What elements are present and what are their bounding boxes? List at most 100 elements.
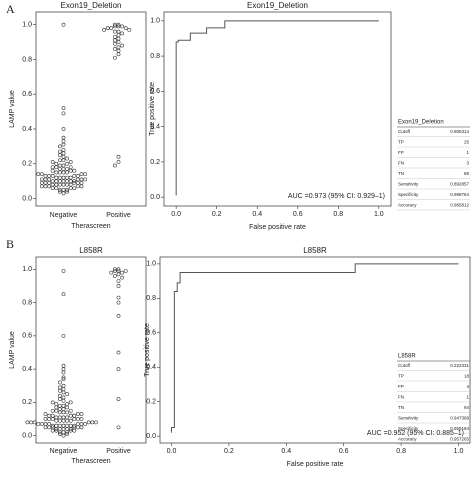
y-tick-label: 0.2 bbox=[22, 399, 32, 406]
data-point bbox=[79, 412, 84, 416]
x-tick-label: 0.2 bbox=[212, 211, 222, 218]
data-point bbox=[58, 410, 62, 415]
data-point bbox=[79, 172, 84, 177]
data-point bbox=[58, 380, 62, 385]
data-point bbox=[65, 189, 70, 194]
data-point bbox=[58, 388, 62, 393]
data-point bbox=[47, 180, 52, 185]
y-tick-label: 0.2 bbox=[22, 161, 32, 168]
data-point bbox=[58, 144, 62, 149]
data-point bbox=[76, 425, 80, 430]
data-point bbox=[113, 41, 117, 46]
data-point bbox=[113, 163, 117, 168]
x-tick-label: Positive bbox=[106, 448, 131, 455]
data-point bbox=[116, 48, 121, 53]
data-point bbox=[54, 402, 59, 406]
data-point bbox=[61, 427, 66, 431]
table-cell: 0.959184 bbox=[450, 426, 469, 431]
data-point bbox=[76, 184, 80, 189]
data-point bbox=[109, 270, 114, 275]
x-axis-label: Therascreen bbox=[71, 223, 110, 230]
data-point bbox=[54, 418, 59, 423]
data-point bbox=[65, 182, 70, 187]
data-point bbox=[50, 179, 55, 184]
data-point bbox=[72, 179, 77, 184]
table-cell: 3 bbox=[466, 161, 469, 166]
data-point bbox=[61, 423, 66, 428]
x-axis-label: Therascreen bbox=[71, 458, 110, 465]
data-point bbox=[116, 154, 121, 159]
data-point bbox=[76, 180, 80, 185]
table-cell: FN bbox=[398, 161, 404, 166]
data-point bbox=[58, 153, 62, 157]
x-tick-label: 0.8 bbox=[333, 211, 343, 218]
x-tick-label: Positive bbox=[106, 212, 131, 219]
plot-frame bbox=[35, 11, 147, 207]
y-tick-label: 0.0 bbox=[146, 433, 156, 440]
data-point bbox=[61, 111, 66, 116]
data-point bbox=[113, 38, 117, 43]
data-point bbox=[116, 279, 121, 283]
y-tick-label: 0.6 bbox=[150, 88, 160, 95]
x-tick-label: Negative bbox=[50, 448, 78, 455]
data-point bbox=[54, 423, 59, 428]
data-point bbox=[68, 165, 73, 170]
data-point bbox=[50, 425, 55, 430]
data-point bbox=[61, 403, 66, 408]
data-point bbox=[61, 418, 66, 423]
y-axis-label: True positive rate bbox=[149, 82, 156, 136]
data-point bbox=[86, 420, 91, 425]
data-point bbox=[58, 182, 62, 187]
data-point bbox=[76, 174, 80, 178]
data-point bbox=[61, 377, 66, 382]
data-point bbox=[116, 267, 121, 272]
data-point bbox=[58, 407, 62, 411]
data-point bbox=[36, 422, 41, 426]
data-point bbox=[68, 413, 73, 418]
data-point bbox=[58, 179, 62, 184]
table-cell: 1 bbox=[466, 395, 469, 400]
y-tick-label: 0.4 bbox=[22, 126, 32, 133]
x-axis-label: False positive rate bbox=[249, 224, 306, 231]
y-tick-label: 0.0 bbox=[22, 433, 32, 440]
data-point bbox=[72, 428, 77, 433]
data-point bbox=[68, 186, 73, 190]
y-tick-label: 1.0 bbox=[150, 18, 160, 25]
data-point bbox=[61, 142, 66, 147]
data-point bbox=[65, 410, 70, 415]
data-point bbox=[65, 175, 70, 180]
data-point bbox=[68, 423, 73, 428]
table-cell: 0.947368 bbox=[450, 416, 469, 421]
data-point bbox=[123, 26, 128, 31]
data-point bbox=[58, 187, 62, 192]
table-cell: 0.222331 bbox=[450, 363, 469, 368]
table-cell: FP bbox=[398, 384, 404, 389]
data-point bbox=[43, 180, 48, 185]
data-point bbox=[61, 147, 66, 152]
data-point bbox=[113, 24, 117, 29]
data-point bbox=[116, 425, 121, 430]
data-point bbox=[94, 420, 98, 425]
table-cell: 0.806314 bbox=[450, 129, 469, 134]
data-point bbox=[50, 168, 55, 173]
table-cell: TN bbox=[398, 405, 404, 410]
data-point bbox=[58, 170, 62, 175]
data-point bbox=[61, 175, 66, 180]
data-point bbox=[50, 408, 55, 413]
data-point bbox=[50, 165, 55, 170]
data-point bbox=[43, 425, 48, 430]
table-cell: 0.892857 bbox=[450, 182, 469, 187]
data-point bbox=[54, 415, 59, 420]
plot-frame bbox=[159, 256, 471, 444]
data-point bbox=[29, 420, 34, 425]
data-point bbox=[54, 165, 59, 170]
table-cell: TP bbox=[398, 374, 404, 379]
data-point bbox=[72, 174, 77, 178]
data-point bbox=[61, 387, 66, 391]
data-point bbox=[72, 417, 77, 421]
x-tick-label: 0.6 bbox=[293, 211, 303, 218]
data-point bbox=[76, 417, 80, 421]
data-point bbox=[116, 33, 121, 38]
table-cell: Accuracy bbox=[398, 437, 417, 442]
x-tick-label: 0.2 bbox=[224, 448, 234, 455]
